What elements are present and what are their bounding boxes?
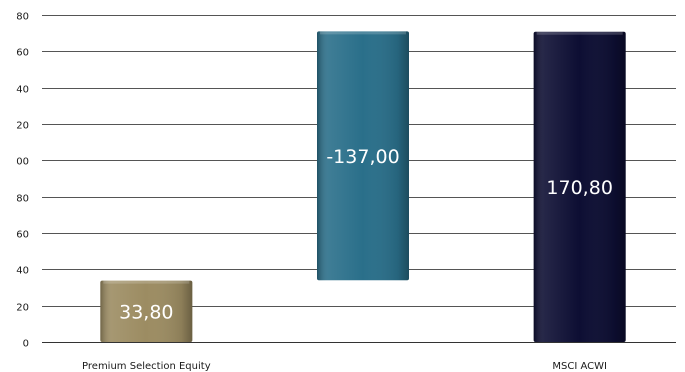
bar-group bbox=[533, 31, 626, 343]
bar-shading bbox=[317, 31, 409, 281]
data-label: -137,00 bbox=[326, 146, 399, 168]
y-tick-label: 20 bbox=[16, 303, 29, 314]
y-tick-label: 20 bbox=[16, 121, 29, 132]
x-category-label: MSCI ACWI bbox=[552, 361, 607, 372]
bar-highlight bbox=[103, 280, 190, 284]
y-tick-label: 60 bbox=[16, 230, 29, 241]
bar-shading bbox=[533, 31, 626, 343]
x-axis-category-labels: Premium Selection Equity MSCI ACWI bbox=[82, 361, 607, 372]
x-category-label: Premium Selection Equity bbox=[82, 361, 211, 372]
y-axis-tick-labels: 0 20 40 60 80 00 20 40 60 80 bbox=[16, 12, 29, 350]
bar-group bbox=[317, 31, 409, 281]
bar-group bbox=[100, 280, 193, 342]
bar-shading bbox=[100, 280, 193, 342]
y-tick-label: 40 bbox=[16, 266, 29, 277]
bar-highlight bbox=[320, 31, 406, 35]
bar-highlight bbox=[536, 31, 623, 35]
y-tick-label: 40 bbox=[16, 85, 29, 96]
y-tick-label: 80 bbox=[16, 194, 29, 205]
y-tick-label: 60 bbox=[16, 48, 29, 59]
data-label: 33,80 bbox=[119, 301, 173, 323]
y-tick-label: 00 bbox=[16, 157, 29, 168]
bar-series: 33,80 -137,00 170,80 bbox=[100, 31, 626, 343]
y-tick-label: 0 bbox=[23, 339, 29, 350]
data-label: 170,80 bbox=[546, 177, 612, 199]
y-tick-label: 80 bbox=[16, 12, 29, 23]
